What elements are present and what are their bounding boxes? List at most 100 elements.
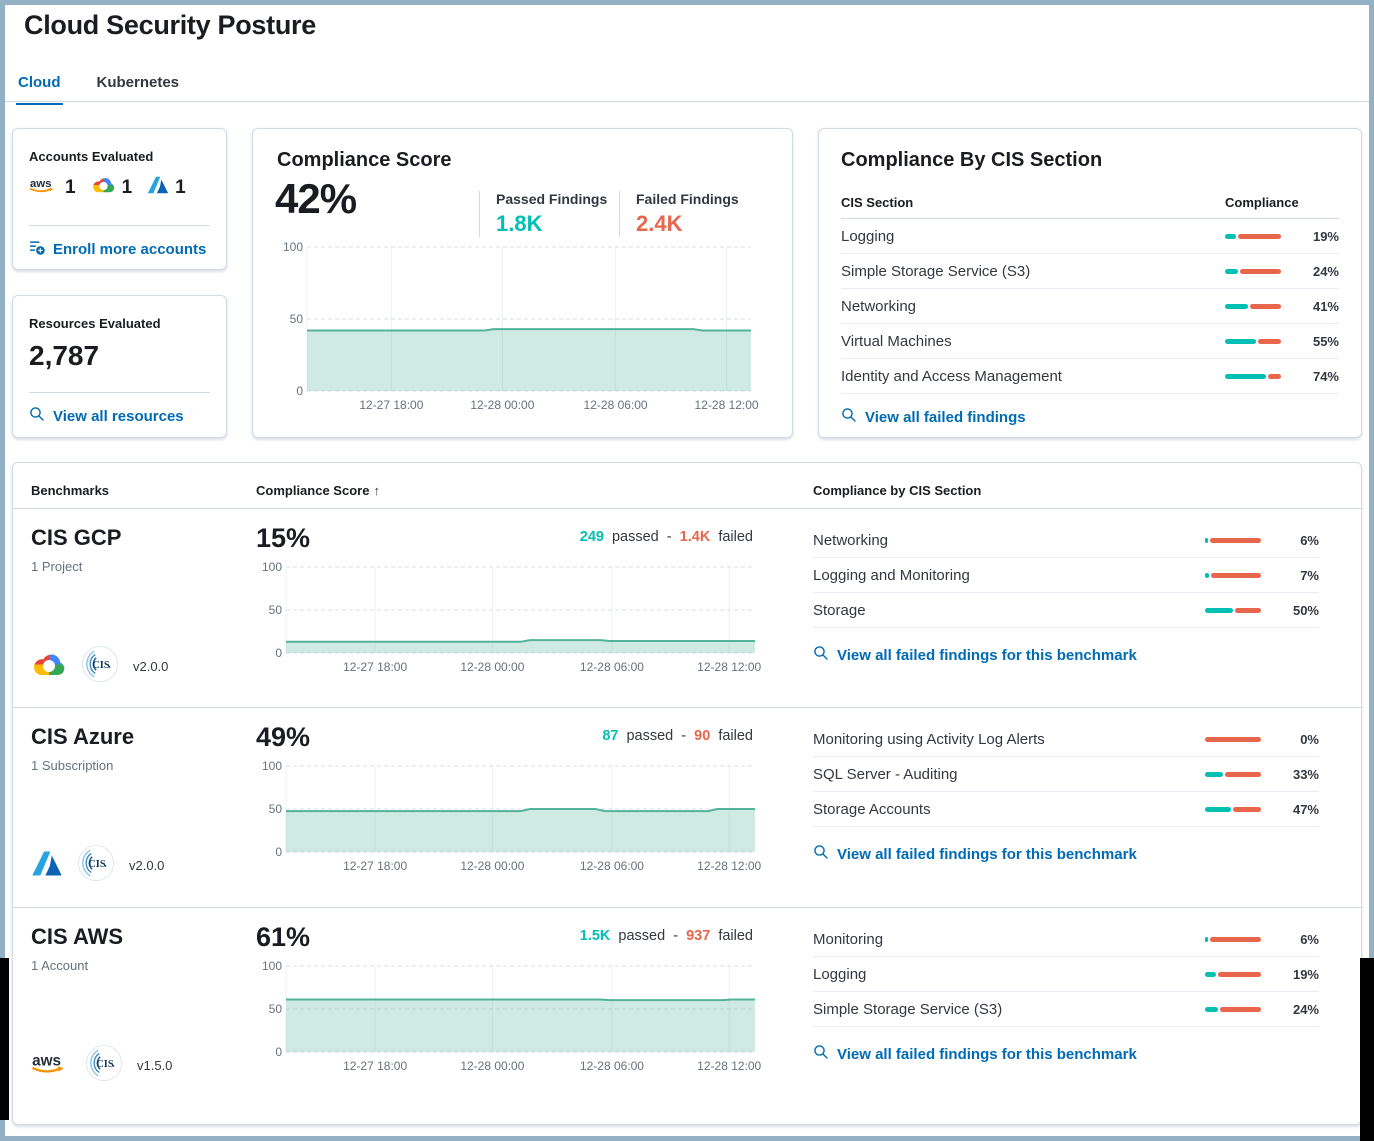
cis-logo: CIS: [77, 844, 115, 887]
resources-card-title: Resources Evaluated: [29, 316, 161, 331]
table-row[interactable]: Monitoring 6%: [813, 922, 1319, 957]
compliance-bar: [1225, 373, 1281, 379]
view-all-failed-findings-link[interactable]: View all failed findings: [841, 407, 1026, 427]
x-axis-tick-label: 12-28 00:00: [460, 1059, 525, 1073]
resources-evaluated-card: Resources Evaluated 2,787 View all resou…: [12, 295, 227, 438]
table-row[interactable]: Storage Accounts 47%: [813, 792, 1319, 827]
bar-passed-segment: [1225, 268, 1239, 274]
table-row[interactable]: Networking 6%: [813, 523, 1319, 558]
failed-findings-value: 2.4K: [636, 211, 683, 236]
enroll-more-accounts-link[interactable]: Enroll more accounts: [29, 239, 206, 259]
x-axis-tick-label: 12-28 06:00: [579, 660, 644, 674]
table-row[interactable]: Monitoring using Activity Log Alerts 0%: [813, 722, 1319, 757]
bar-passed-segment: [1225, 233, 1236, 239]
table-row[interactable]: Simple Storage Service (S3) 24%: [813, 992, 1319, 1027]
y-axis-tick-label: 0: [296, 384, 303, 398]
compliance-percent: 6%: [1300, 532, 1319, 548]
table-row[interactable]: Logging 19%: [813, 957, 1319, 992]
view-all-resources-label: View all resources: [53, 407, 184, 425]
bar-failed-segment: [1237, 233, 1281, 239]
compliance-percent: 50%: [1292, 602, 1319, 618]
cis-section-name: SQL Server - Auditing: [813, 765, 958, 783]
table-row[interactable]: Virtual Machines 55%: [841, 324, 1339, 359]
compliance-bar: [1205, 736, 1261, 742]
benchmark-trend-chart: 100 50 0 12-27 18:00 12-28 00:00 12-28 06:00 1…: [258, 560, 761, 677]
gcp-count: 1: [121, 176, 133, 198]
aws-account-count: aws 1: [29, 175, 76, 200]
benchmarks-table-card: Benchmarks Compliance Score ↑ Compliance …: [12, 462, 1362, 1125]
compliance-percent: 24%: [1292, 1001, 1319, 1017]
search-icon: [813, 1044, 829, 1064]
compliance-bar: [1205, 537, 1261, 543]
y-axis-tick-label: 50: [268, 802, 282, 816]
table-row[interactable]: Storage 50%: [813, 593, 1319, 628]
table-row[interactable]: Logging 19%: [841, 219, 1339, 254]
aws-count: 1: [65, 176, 76, 198]
table-row[interactable]: Simple Storage Service (S3) 24%: [841, 254, 1339, 289]
tab-kubernetes[interactable]: Kubernetes: [95, 66, 182, 105]
x-axis-tick-label: 12-28 00:00: [460, 859, 525, 873]
benchmark-scope: 1 Project: [31, 559, 83, 574]
findings-stats: Passed Findings 1.8K Failed Findings 2.4…: [479, 191, 759, 237]
svg-text:CIS: CIS: [92, 660, 110, 671]
table-row[interactable]: Logging and Monitoring 7%: [813, 558, 1319, 593]
compliance-bar: [1205, 936, 1261, 942]
compliance-bar: [1225, 303, 1281, 309]
view-failed-findings-benchmark-label: View all failed findings for this benchm…: [837, 646, 1137, 664]
compliance-score-column-header[interactable]: Compliance Score ↑: [256, 483, 380, 498]
screenshot-artifact-right: [1360, 958, 1374, 1141]
benchmark-passed-failed: 249 passed - 1.4K failed: [256, 529, 753, 545]
compliance-bar: [1205, 572, 1261, 578]
tab-cloud[interactable]: Cloud: [16, 66, 63, 105]
cis-section-name: Monitoring: [813, 930, 884, 948]
table-row[interactable]: Networking 41%: [841, 289, 1339, 324]
y-axis-tick-label: 100: [261, 959, 282, 973]
x-axis-tick-label: 12-28 06:00: [583, 398, 648, 412]
separator: -: [673, 928, 679, 944]
y-axis-tick-label: 0: [275, 646, 282, 660]
cis-section-name: Simple Storage Service (S3): [813, 1000, 1003, 1018]
x-axis-tick-label: 12-28 06:00: [579, 1059, 644, 1073]
bar-failed-segment: [1233, 806, 1261, 812]
sort-ascending-icon: ↑: [373, 483, 380, 498]
passed-findings-stat: Passed Findings 1.8K: [479, 191, 619, 237]
bar-failed-segment: [1210, 936, 1261, 942]
compliance-bar: [1225, 268, 1281, 274]
x-axis-tick-label: 12-27 18:00: [343, 859, 408, 873]
compliance-percent: 47%: [1292, 801, 1319, 817]
failed-findings-stat: Failed Findings 2.4K: [619, 191, 759, 237]
compliance-by-cis-section-column-header: Compliance by CIS Section: [813, 483, 982, 498]
benchmark-cis-sections: Monitoring using Activity Log Alerts 0% …: [813, 722, 1319, 827]
view-failed-findings-benchmark-link[interactable]: View all failed findings for this benchm…: [813, 1044, 1137, 1064]
table-row[interactable]: SQL Server - Auditing 33%: [813, 757, 1319, 792]
bar-failed-segment: [1210, 572, 1261, 578]
compliance-column-header: Compliance: [1225, 195, 1299, 210]
benchmark-row-cis-gcp: CIS GCP 1 Project CIS v2.0.0 15% 249 pas…: [13, 509, 1361, 707]
compliance-bar: [1225, 233, 1281, 239]
accounts-card-title: Accounts Evaluated: [29, 149, 154, 164]
cis-section-name: Storage: [813, 601, 866, 619]
bar-failed-segment: [1257, 338, 1281, 344]
compliance-bar: [1205, 607, 1261, 613]
gcp-account-count: 1: [91, 175, 133, 200]
benchmark-name: CIS Azure: [31, 724, 135, 749]
table-row[interactable]: Identity and Access Management 74%: [841, 359, 1339, 394]
view-all-failed-findings-label: View all failed findings: [865, 408, 1026, 426]
benchmark-name: CIS AWS: [31, 924, 124, 949]
benchmark-score: 15%: [256, 523, 311, 553]
view-all-resources-link[interactable]: View all resources: [29, 406, 184, 426]
view-failed-findings-benchmark-link[interactable]: View all failed findings for this benchm…: [813, 844, 1137, 864]
cis-section-name: Logging: [813, 965, 867, 983]
benchmark-version: v2.0.0: [129, 858, 165, 873]
svg-text:aws: aws: [32, 1052, 61, 1069]
x-axis-tick-label: 12-28 12:00: [697, 1059, 762, 1073]
bar-passed-segment: [1205, 806, 1232, 812]
view-failed-findings-benchmark-link[interactable]: View all failed findings for this benchm…: [813, 645, 1137, 665]
tab-kubernetes-label: Kubernetes: [96, 74, 180, 91]
bar-failed-segment: [1249, 303, 1281, 309]
list-add-icon: [29, 239, 45, 259]
compliance-percent: 41%: [1312, 298, 1339, 314]
bar-passed-segment: [1225, 338, 1256, 344]
compliance-bar: [1205, 806, 1261, 812]
